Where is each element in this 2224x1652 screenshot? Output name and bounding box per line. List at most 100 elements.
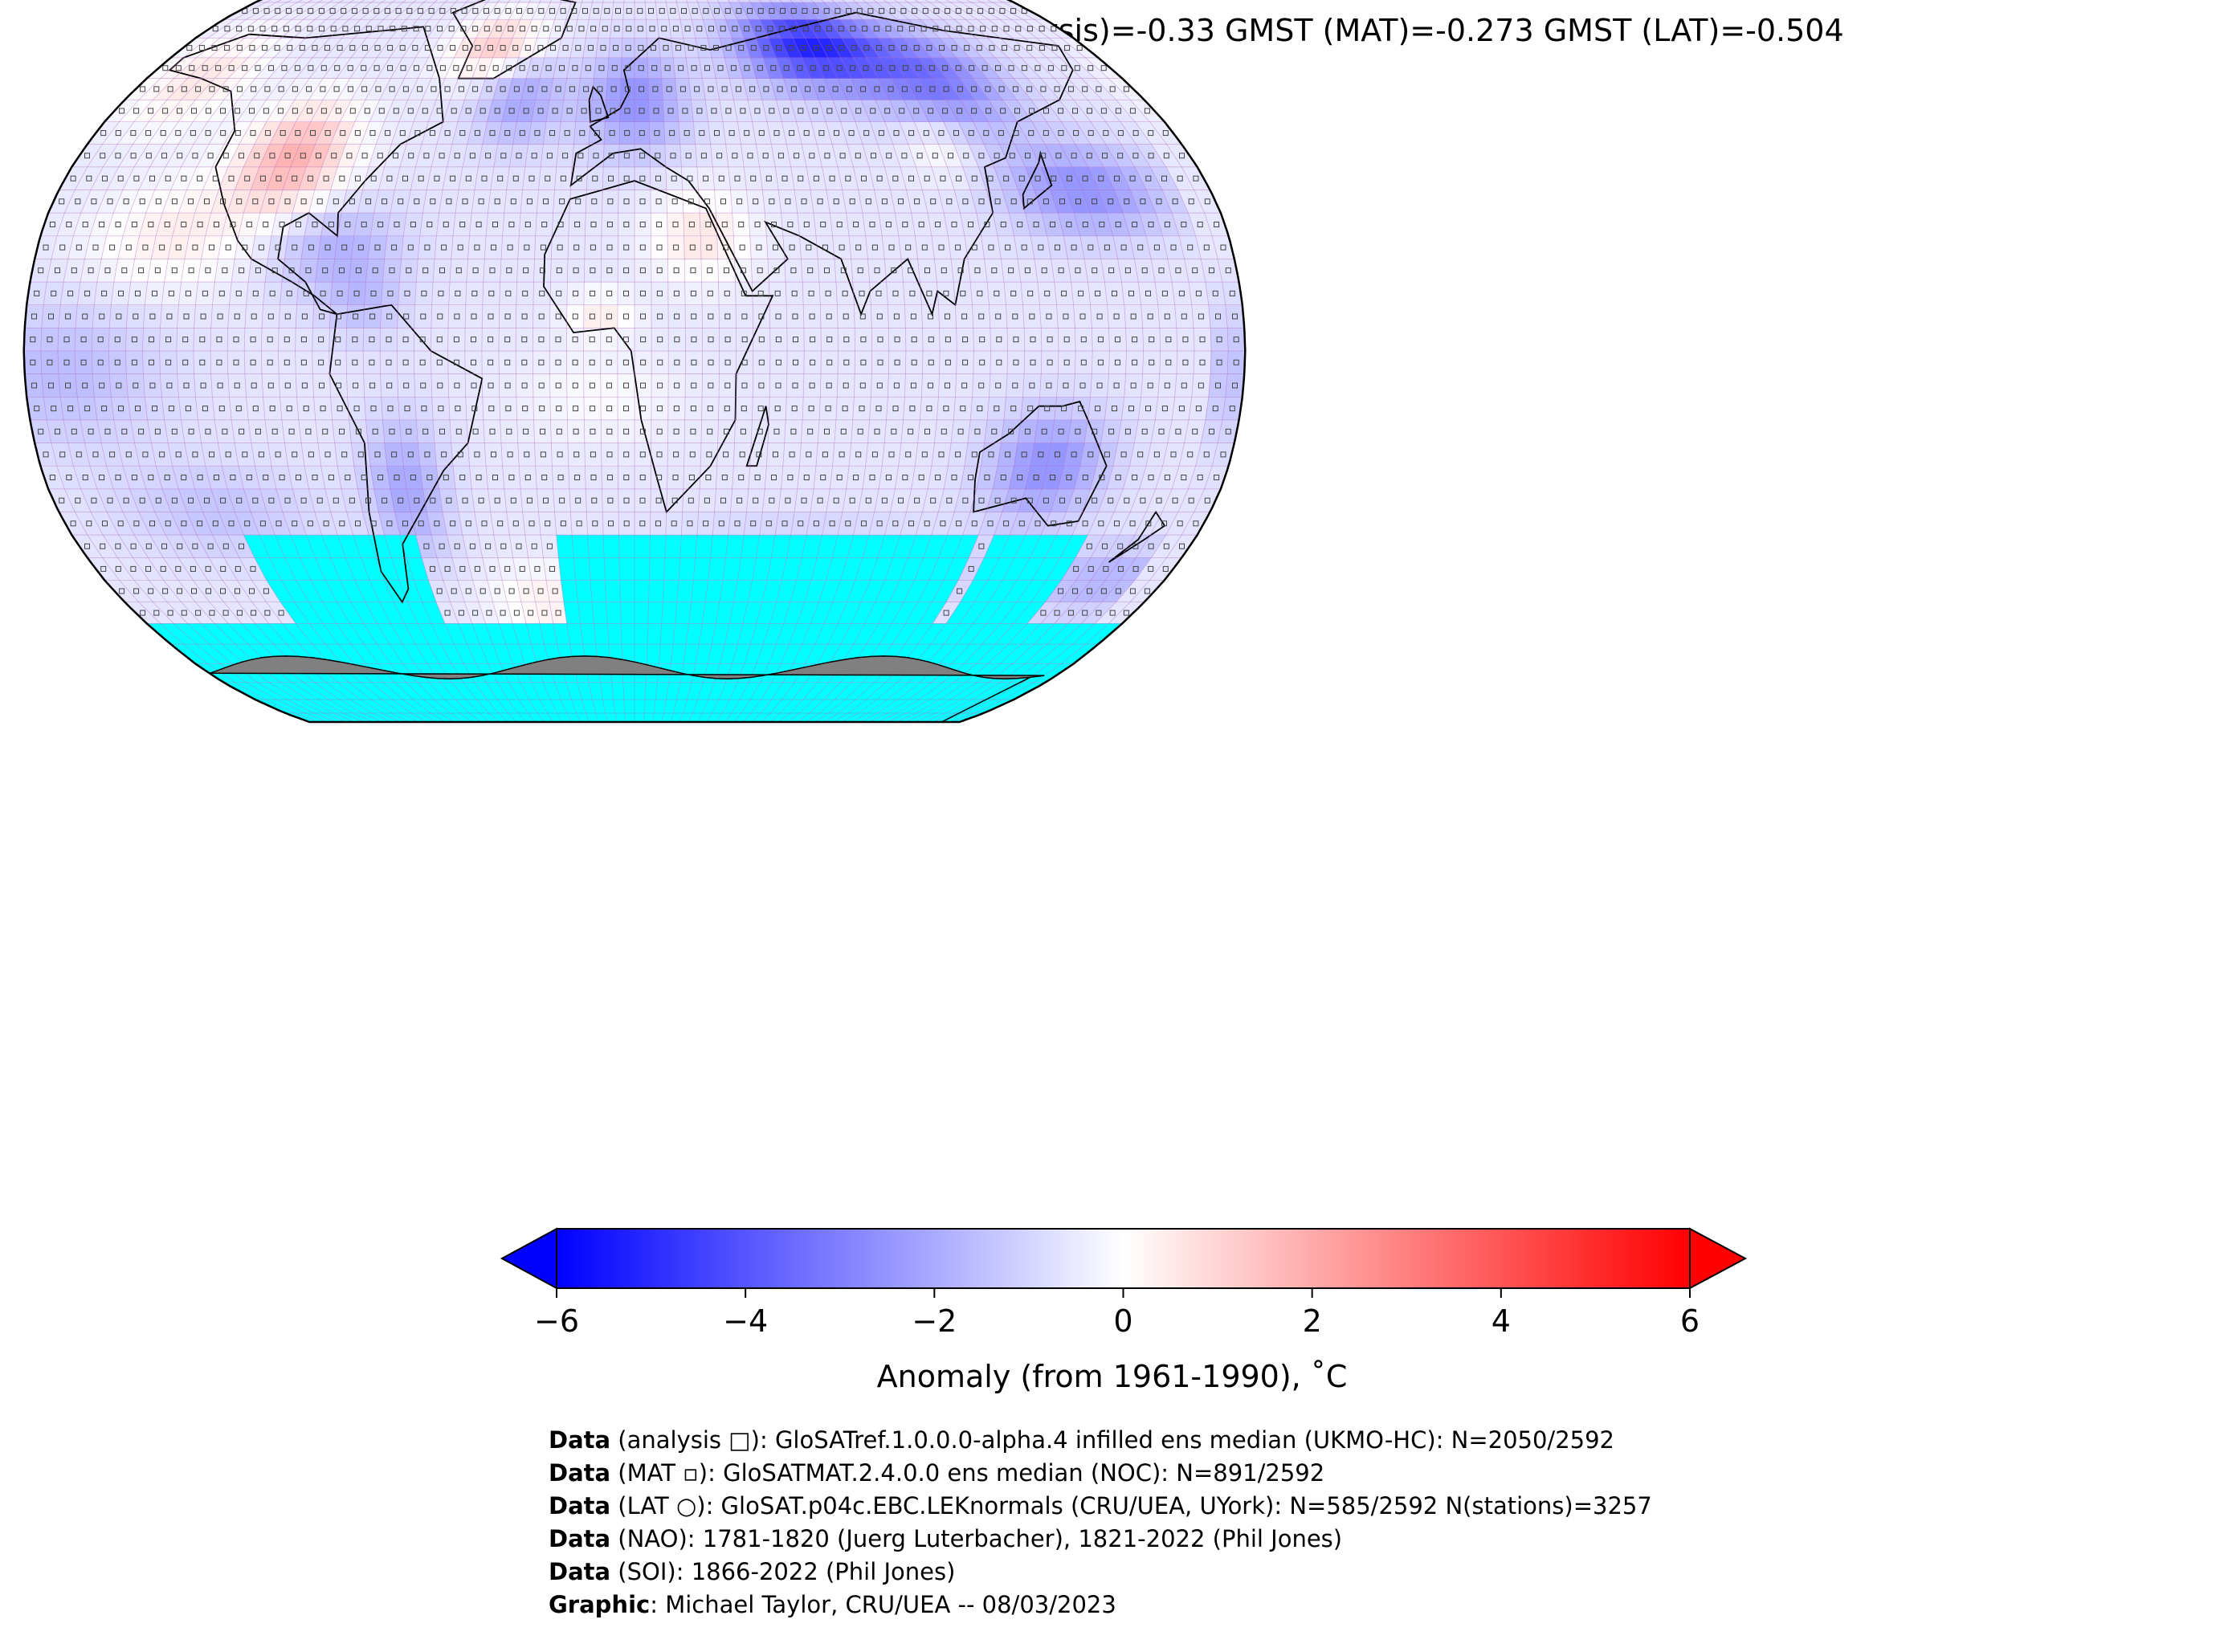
anomaly-cell: [349, 259, 369, 283]
anomaly-cell: [92, 373, 112, 398]
missing-cell: [621, 623, 635, 645]
anomaly-cell: [194, 373, 213, 398]
anomaly-cell: [210, 373, 230, 398]
anomaly-cell: [93, 397, 115, 421]
anomaly-cell: [500, 259, 519, 283]
anomaly-cell: [679, 144, 698, 168]
anomaly-cell: [931, 443, 952, 467]
anomaly-cell: [854, 350, 873, 374]
anomaly-cell: [469, 465, 488, 490]
missing-cell: [572, 535, 590, 558]
anomaly-cell: [622, 2, 635, 20]
anomaly-cell: [1090, 304, 1109, 328]
anomaly-cell: [345, 328, 364, 352]
world-map: [22, 0, 1247, 724]
anomaly-cell: [91, 328, 110, 352]
anomaly-cell: [364, 281, 383, 305]
anomaly-cell: [1193, 328, 1212, 352]
anomaly-cell: [402, 212, 423, 237]
anomaly-cell: [602, 190, 619, 214]
anomaly-cell: [334, 235, 355, 259]
anomaly-cell: [227, 304, 247, 328]
anomaly-cell: [485, 212, 505, 237]
anomaly-cell: [298, 419, 319, 443]
anomaly-cell: [522, 166, 541, 190]
anomaly-cell: [700, 235, 719, 259]
anomaly-cell: [144, 281, 165, 305]
anomaly-cell: [465, 281, 484, 305]
anomaly-cell: [600, 259, 618, 283]
anomaly-cell: [210, 304, 230, 328]
anomaly-cell: [263, 281, 283, 305]
missing-cell: [693, 557, 711, 581]
anomaly-cell: [692, 121, 711, 145]
anomaly-cell: [587, 144, 605, 168]
anomaly-cell: [1191, 373, 1211, 398]
anomaly-cell: [634, 18, 647, 39]
anomaly-cell: [488, 488, 508, 512]
anomaly-cell: [414, 397, 434, 421]
anomaly-cell: [483, 259, 502, 283]
missing-cell: [623, 700, 635, 713]
anomaly-cell: [315, 419, 335, 443]
anomaly-cell: [768, 397, 787, 421]
anomaly-cell: [448, 281, 467, 305]
anomaly-cell: [110, 397, 132, 421]
anomaly-cell: [382, 419, 402, 443]
anomaly-cell: [431, 304, 450, 328]
anomaly-cell: [365, 419, 386, 443]
anomaly-cell: [41, 373, 61, 398]
anomaly-cell: [210, 350, 229, 374]
anomaly-cell: [617, 419, 635, 443]
anomaly-cell: [716, 443, 735, 467]
anomaly-cell: [1056, 304, 1075, 328]
anomaly-cell: [1154, 397, 1176, 421]
anomaly-cell: [362, 328, 381, 352]
anomaly-cell: [1092, 350, 1110, 374]
anomaly-cell: [718, 304, 737, 328]
anomaly-cell: [852, 281, 871, 305]
anomaly-cell: [648, 121, 666, 145]
missing-cell: [575, 580, 593, 602]
anomaly-cell: [801, 259, 820, 283]
anomaly-cell: [142, 328, 161, 352]
anomaly-cell: [193, 328, 212, 352]
anomaly-cell: [712, 512, 731, 536]
anomaly-cell: [1088, 281, 1108, 305]
anomaly-cell: [500, 419, 519, 443]
anomaly-cell: [921, 373, 940, 398]
anomaly-cell: [584, 443, 602, 467]
anomaly-cell: [246, 281, 266, 305]
anomaly-cell: [1125, 328, 1144, 352]
anomaly-cell: [695, 144, 713, 168]
anomaly-cell: [532, 350, 550, 374]
anomaly-cell: [431, 350, 449, 374]
anomaly-cell: [752, 373, 771, 398]
anomaly-cell: [517, 443, 537, 467]
anomaly-cell: [634, 304, 652, 328]
anomaly-cell: [226, 328, 246, 352]
anomaly-cell: [566, 281, 585, 305]
anomaly-cell: [1006, 350, 1026, 374]
anomaly-cell: [1003, 281, 1023, 305]
missing-cell: [647, 644, 661, 664]
anomaly-cell: [431, 397, 451, 421]
anomaly-cell: [351, 235, 371, 259]
anomaly-cell: [797, 212, 817, 237]
anomaly-cell: [516, 397, 534, 421]
anomaly-cell: [665, 166, 684, 190]
anomaly-cell: [195, 397, 215, 421]
anomaly-cell: [761, 488, 781, 512]
anomaly-cell: [583, 419, 602, 443]
anomaly-cell: [398, 281, 417, 305]
missing-cell: [619, 580, 635, 602]
anomaly-cell: [869, 281, 888, 305]
anomaly-cell: [767, 419, 786, 443]
missing-cell: [635, 713, 645, 722]
anomaly-cell: [761, 190, 781, 214]
anomaly-cell: [606, 57, 622, 79]
anomaly-cell: [469, 212, 488, 237]
anomaly-cell: [550, 259, 569, 283]
anomaly-cell: [312, 350, 330, 374]
anomaly-cell: [1022, 373, 1042, 398]
